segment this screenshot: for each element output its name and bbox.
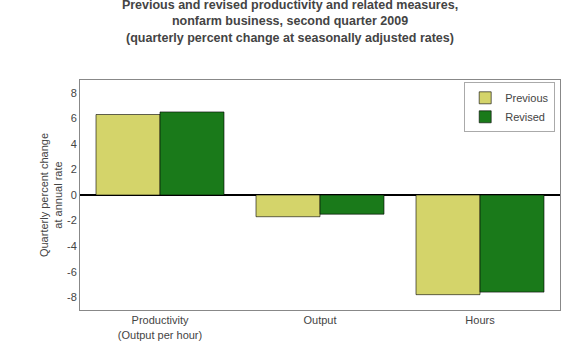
svg-text:8: 8 [71,87,77,99]
svg-text:2: 2 [71,163,77,175]
svg-text:4: 4 [71,138,77,150]
svg-text:Productivity(Output per hour): Productivity(Output per hour) [118,314,202,340]
svg-text:-8: -8 [67,291,77,303]
svg-text:Previous: Previous [505,92,548,104]
svg-text:Output: Output [303,314,336,326]
svg-text:-2: -2 [67,214,77,226]
svg-text:0: 0 [71,189,77,201]
svg-text:6: 6 [71,112,77,124]
svg-text:Hours: Hours [465,314,495,326]
svg-text:-6: -6 [67,266,77,278]
svg-text:Previous and revised productiv: Previous and revised productivity and re… [122,0,458,45]
svg-text:-4: -4 [67,240,77,252]
svg-text:Revised: Revised [505,111,545,123]
svg-text:Quarterly percent changeat ann: Quarterly percent changeat annual rate [38,133,64,257]
